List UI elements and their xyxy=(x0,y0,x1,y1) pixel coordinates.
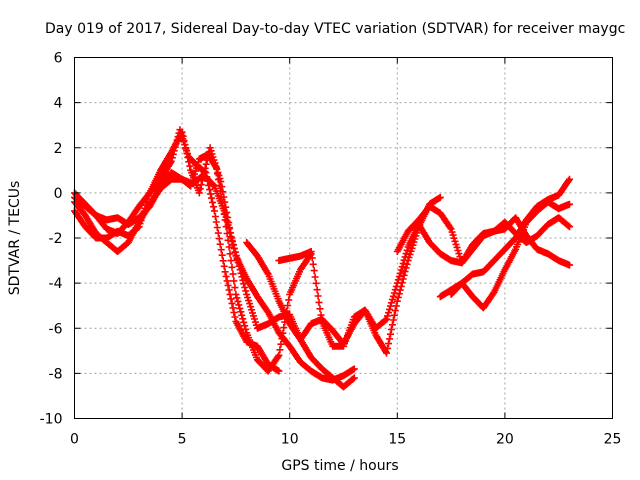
marker-trace xyxy=(393,202,573,267)
x-axis-ticks: 0 5 10 15 20 25 xyxy=(70,57,622,448)
series-track-5 xyxy=(243,193,444,357)
x-axis-label: GPS time / hours xyxy=(281,458,398,474)
grid-lines xyxy=(74,57,613,419)
y-tick-label: -6 xyxy=(49,321,63,337)
x-tick-label: 5 xyxy=(178,432,187,448)
y-tick-label: 0 xyxy=(54,186,63,202)
series-track-9 xyxy=(447,198,573,312)
x-tick-label: 0 xyxy=(70,432,79,448)
data-markers xyxy=(71,126,573,391)
y-tick-label: -2 xyxy=(49,231,63,247)
y-tick-label: 2 xyxy=(54,141,63,157)
y-tick-label: -10 xyxy=(40,412,63,428)
x-tick-label: 15 xyxy=(388,432,406,448)
marker-trace xyxy=(243,193,444,357)
y-tick-label: 6 xyxy=(54,51,63,67)
y-tick-label: -8 xyxy=(49,366,63,382)
marker-trace xyxy=(275,214,573,350)
series-track-6 xyxy=(275,214,573,350)
marker-trace xyxy=(447,198,573,312)
y-tick-label: 4 xyxy=(54,96,63,112)
y-tick-label: -4 xyxy=(49,276,63,292)
series-track-7 xyxy=(393,202,573,267)
x-tick-label: 20 xyxy=(496,432,514,448)
chart-title: Day 019 of 2017, Sidereal Day-to-day VTE… xyxy=(45,21,625,37)
x-tick-label: 10 xyxy=(281,432,299,448)
y-axis-label: SDTVAR / TECUs xyxy=(7,181,23,296)
y-axis-ticks: -10 -8 -6 -4 -2 0 2 4 6 xyxy=(40,51,613,428)
x-tick-label: 25 xyxy=(604,432,622,448)
